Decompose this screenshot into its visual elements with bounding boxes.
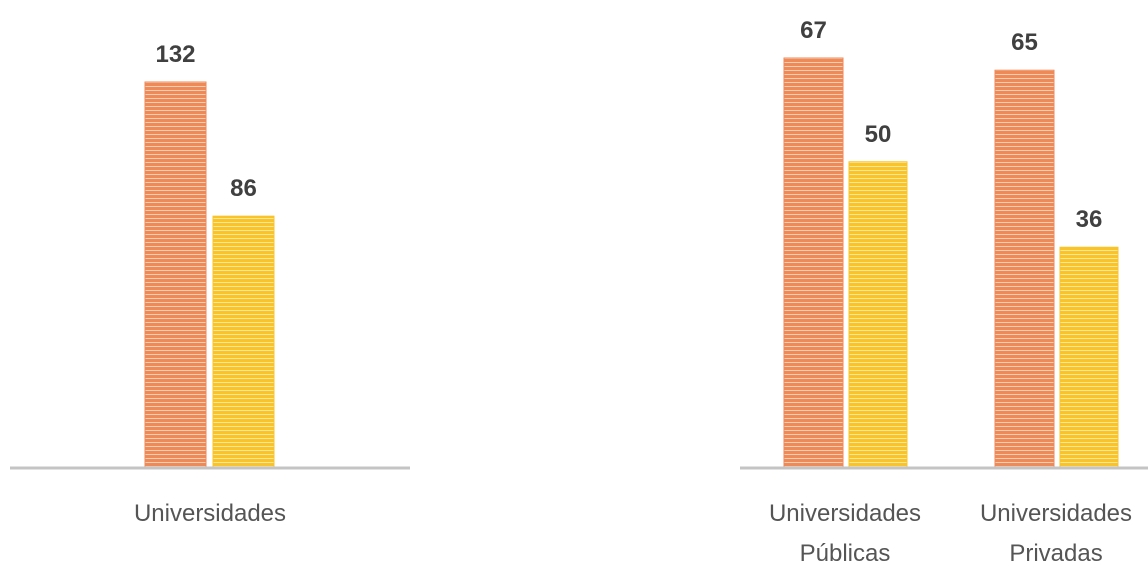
data-label: 67	[800, 17, 827, 44]
bar-yellow-2-2	[1059, 246, 1119, 468]
data-label: 36	[1076, 206, 1103, 233]
data-label: 132	[155, 41, 195, 68]
bar-orange-1-1	[144, 81, 207, 468]
category-label: Universidades	[769, 500, 921, 527]
category-label: Universidades	[980, 500, 1132, 527]
data-label: 86	[230, 175, 257, 202]
bar-orange-2-2	[994, 69, 1055, 468]
category-label: Universidades	[134, 500, 286, 527]
bar-orange-2-1	[783, 57, 844, 468]
bar-yellow-1-1	[212, 215, 275, 468]
chart-1: 132 86 Universidades	[10, 41, 410, 527]
category-label: Públicas	[800, 540, 891, 563]
category-label: Privadas	[1009, 540, 1102, 563]
data-label: 50	[865, 121, 892, 148]
chart-2: 67 50 Universidades Públicas 65 36 Universidad…	[740, 17, 1148, 567]
data-label: 65	[1011, 29, 1038, 56]
bar-yellow-2-1	[848, 161, 908, 468]
